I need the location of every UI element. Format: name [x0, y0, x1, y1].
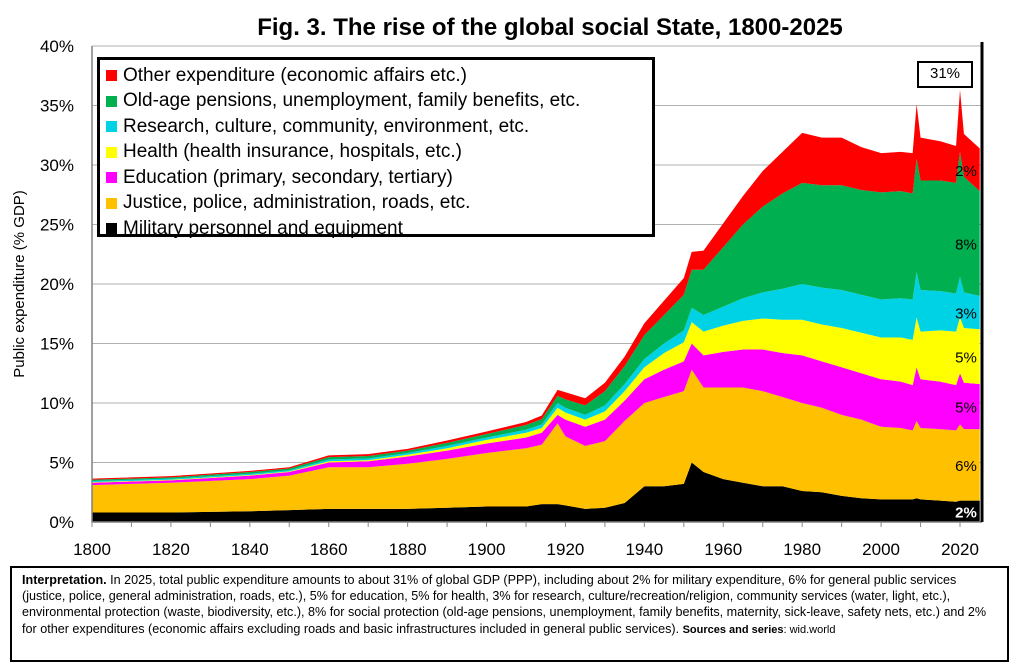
end-value-label: 5%	[955, 350, 977, 367]
end-value-label: 8%	[955, 237, 977, 254]
legend-label: Research, culture, community, environmen…	[123, 115, 530, 137]
legend-label: Education (primary, secondary, tertiary)	[123, 166, 453, 188]
area-series-6	[92, 90, 980, 480]
sources-label: Sources and series	[682, 623, 784, 636]
legend-label: Other expenditure (economic affairs etc.…	[123, 64, 467, 86]
legend-item: Old-age pensions, unemployment, family b…	[106, 89, 646, 115]
y-tick-label: 5%	[49, 454, 74, 473]
x-tick-label: 1880	[389, 540, 427, 559]
end-value-label: 2%	[955, 504, 977, 521]
area-series-1	[92, 369, 980, 513]
x-tick-label: 2020	[941, 540, 979, 559]
caption-text: In 2025, total public expenditure amount…	[22, 573, 987, 636]
x-tick-label: 1860	[310, 540, 348, 559]
legend-swatch	[106, 146, 117, 158]
legend-item: Education (primary, secondary, tertiary)	[106, 165, 646, 191]
y-tick-label: 0%	[49, 513, 74, 532]
total-annotation: 31%	[917, 61, 973, 88]
legend-swatch	[106, 121, 117, 133]
y-tick-label: 20%	[40, 275, 74, 294]
area-series-0	[92, 462, 980, 522]
legend-item: Research, culture, community, environmen…	[106, 114, 646, 140]
x-tick-label: 1820	[152, 540, 190, 559]
y-tick-label: 10%	[40, 394, 74, 413]
legend-item: Other expenditure (economic affairs etc.…	[106, 63, 646, 89]
x-tick-label: 1840	[231, 540, 269, 559]
sources-value: : wid.world	[783, 623, 836, 636]
x-tick-label: 1900	[468, 540, 506, 559]
y-axis-label: Public expenditure (% GDP)	[11, 190, 28, 378]
y-tick-label: 35%	[40, 97, 74, 116]
legend-label: Health (health insurance, hospitals, etc…	[123, 141, 463, 163]
x-tick-label: 1960	[704, 540, 742, 559]
y-tick-label: 30%	[40, 156, 74, 175]
area-series-5	[92, 151, 980, 481]
x-tick-label: 2000	[862, 540, 900, 559]
legend-label: Justice, police, administration, roads, …	[123, 192, 471, 214]
legend-label: Military personnel and equipment	[123, 217, 403, 239]
end-value-label: 5%	[955, 400, 977, 417]
y-tick-label: 40%	[40, 37, 74, 56]
area-series-2	[92, 343, 980, 486]
legend-swatch	[106, 95, 117, 107]
caption-lead: Interpretation.	[22, 573, 107, 587]
legend-item: Health (health insurance, hospitals, etc…	[106, 140, 646, 166]
chart-title: Fig. 3. The rise of the global social St…	[257, 14, 843, 41]
legend-swatch	[106, 172, 117, 184]
interpretation-caption: Interpretation. In 2025, total public ex…	[10, 566, 1009, 662]
x-tick-label: 1920	[547, 540, 585, 559]
legend-swatch	[106, 223, 117, 235]
legend-label: Old-age pensions, unemployment, family b…	[123, 90, 581, 112]
end-value-label: 2%	[955, 163, 977, 180]
end-value-label: 3%	[955, 306, 977, 323]
end-value-label: 6%	[955, 458, 977, 475]
y-tick-label: 25%	[40, 216, 74, 235]
legend: Other expenditure (economic affairs etc.…	[97, 57, 655, 239]
y-tick-label: 15%	[40, 335, 74, 354]
legend-swatch	[106, 197, 117, 209]
x-tick-label: 1980	[783, 540, 821, 559]
x-tick-label: 1940	[625, 540, 663, 559]
legend-swatch	[106, 70, 117, 82]
x-tick-label: 1800	[73, 540, 111, 559]
legend-item: Justice, police, administration, roads, …	[106, 191, 646, 217]
legend-item: Military personnel and equipment	[106, 216, 646, 242]
